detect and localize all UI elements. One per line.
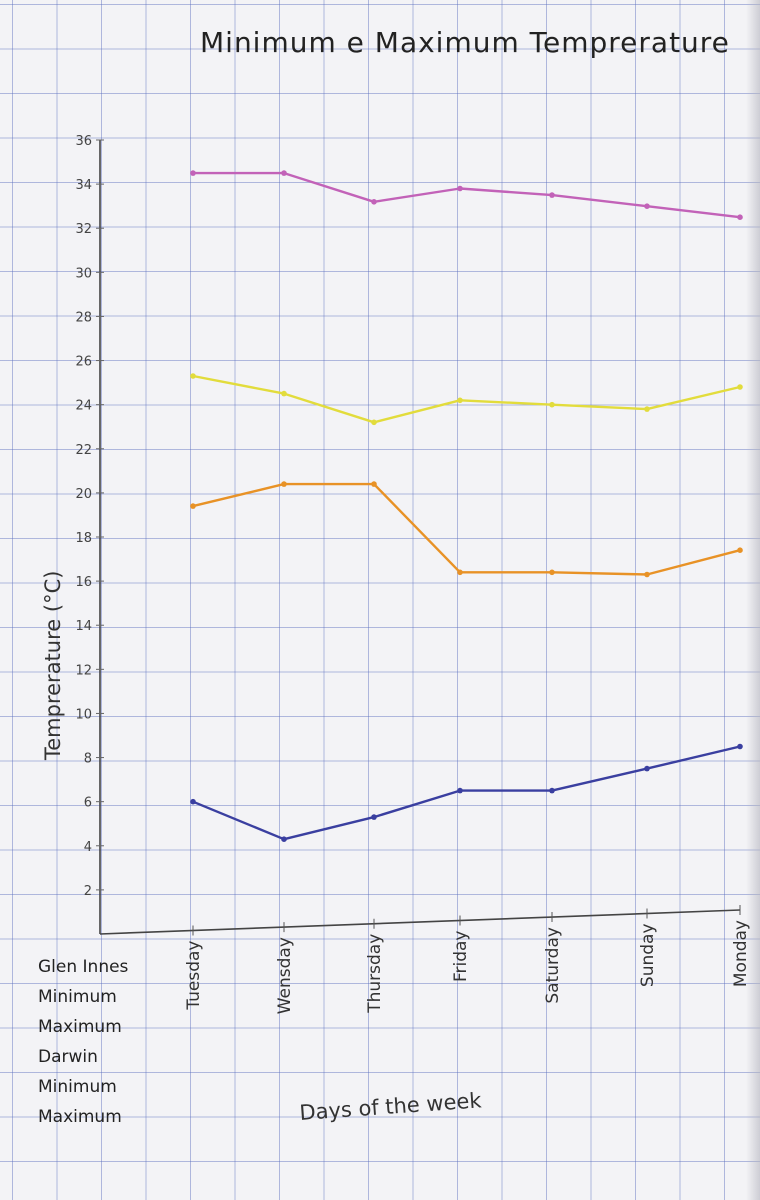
data-point [549,787,555,794]
y-tick-label: 28 [75,310,92,325]
data-point [644,765,650,772]
series-line [191,374,742,424]
data-point [644,203,650,209]
x-axis-title: Days of the week [299,1088,483,1125]
series-line [191,171,742,219]
y-tick-label: 30 [75,266,92,281]
data-point [737,384,743,390]
y-axis-title: Temprerature (°C) [41,571,65,761]
data-point [371,419,377,426]
x-tick-label: Sunday [638,923,658,987]
x-tick-label: Wensday [275,937,295,1014]
data-point [457,397,463,404]
data-point [549,569,555,576]
legend-entry: Maximum [38,1017,122,1037]
data-point [644,406,650,412]
y-tick-label: 2 [84,884,92,899]
data-point [190,798,196,805]
data-point [549,401,555,408]
x-tick-label: Monday [731,920,751,987]
y-tick-label: 22 [75,443,92,458]
legend-entry: Minimum [38,1077,117,1097]
data-point [457,787,463,794]
legend-entry: Minimum [38,987,117,1007]
data-point [371,199,377,205]
data-point [457,569,463,576]
data-point [190,373,196,379]
y-tick-label: 6 [84,796,92,811]
data-point [737,214,743,220]
data-point [190,503,196,509]
series-line [191,482,742,576]
legend: Glen Innes Minimum Maximum Darwin Minimum Max… [38,957,129,1127]
legend-group-name: Darwin [38,1047,98,1067]
y-tick-label: 8 [84,752,92,767]
x-axis [99,909,741,935]
y-tick-label: 26 [75,355,92,370]
data-point [737,547,743,553]
y-tick-label: 14 [75,619,92,634]
data-point [737,743,743,750]
data-point [549,192,555,198]
data-point [281,170,287,176]
y-tick-label: 4 [84,840,92,855]
y-tick-label: 18 [75,531,92,546]
legend-entry: Maximum [38,1107,122,1127]
page-edge [746,0,760,1200]
data-point [371,814,377,820]
data-point [281,390,287,397]
series-group [190,170,743,842]
data-point [281,836,287,842]
y-tick-label: 32 [75,222,92,237]
data-point [281,481,287,487]
y-tick-label: 16 [75,575,92,590]
y-tick-label: 10 [75,707,92,722]
y-tick-label: 20 [75,487,92,502]
x-tick-label: Thursday [365,934,385,1014]
y-tick-label: 34 [75,178,92,193]
data-point [190,170,196,176]
legend-group-name: Glen Innes [38,957,129,977]
x-tick-label: Tuesday [184,941,204,1011]
data-point [371,481,377,487]
y-tick-label: 36 [75,134,92,149]
y-tick-label: 24 [75,399,92,414]
data-point [644,571,650,578]
x-tick-label: Saturday [543,927,563,1004]
series-line [191,745,742,841]
chart-title: Minimum e Maximum Temprerature [200,26,730,59]
x-tick-group: Tuesday Wensday Thursday Friday Saturday Sund… [184,905,751,1014]
x-tick-label: Friday [451,931,471,983]
data-point [457,185,463,192]
y-tick-label: 12 [75,663,92,678]
